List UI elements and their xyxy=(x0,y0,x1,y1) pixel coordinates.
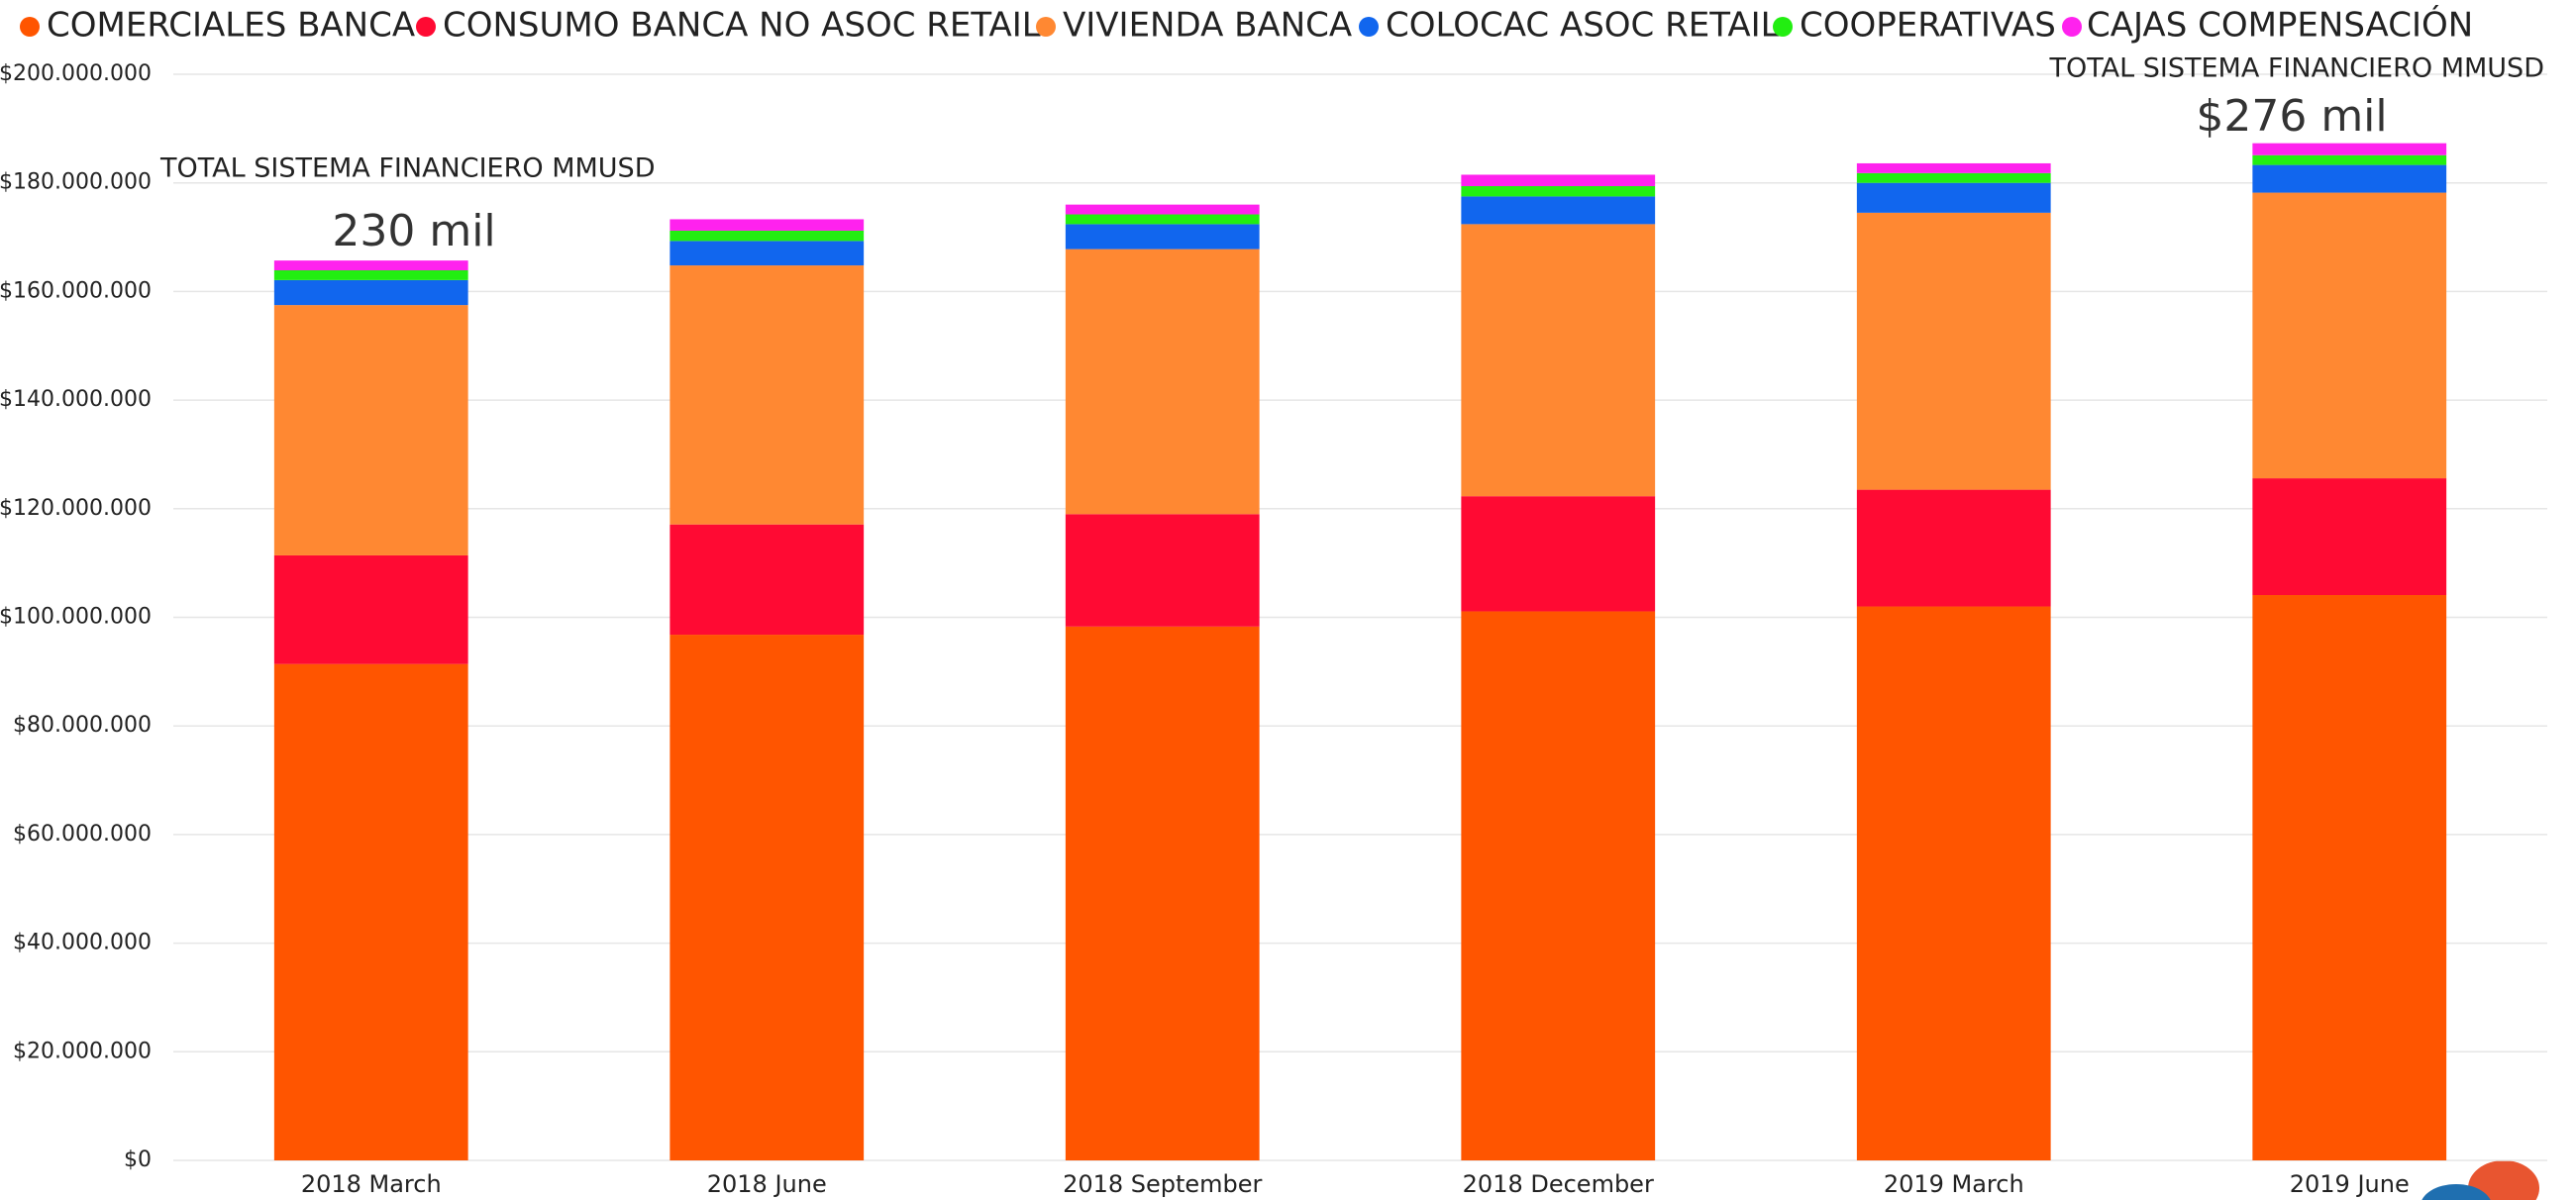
legend-label: COMERCIALES BANCA xyxy=(47,6,415,46)
bar-segment xyxy=(1461,196,1656,225)
bar-segment xyxy=(2252,164,2447,193)
y-tick-label: $180.000.000 xyxy=(0,170,152,195)
bar-segment xyxy=(670,219,865,231)
y-tick-label: $20.000.000 xyxy=(13,1039,152,1063)
bar-segment xyxy=(1856,172,2051,183)
annotation-title: TOTAL SISTEMA FINANCIERO MMUSD xyxy=(159,153,656,184)
bar-segment xyxy=(273,270,468,280)
bar-segment xyxy=(1856,212,2051,490)
x-tick-label: 2018 September xyxy=(1063,1170,1262,1198)
bar-segment xyxy=(1065,514,1260,627)
legend-marker xyxy=(1359,17,1379,37)
x-tick-label: 2019 March xyxy=(1884,1170,2024,1198)
legend-label: CONSUMO BANCA NO ASOC RETAIL xyxy=(443,6,1041,46)
bar-segment xyxy=(2252,478,2447,596)
bar-segment xyxy=(2252,595,2447,1160)
bar-segment xyxy=(670,265,865,525)
bar-segment xyxy=(1065,249,1260,515)
annotation-value: $276 mil xyxy=(2196,91,2387,142)
bar-segment xyxy=(1461,496,1656,612)
x-tick-label: 2018 March xyxy=(301,1170,442,1198)
y-tick-label: $60.000.000 xyxy=(13,822,152,847)
legend-label: VIVIENDA BANCA xyxy=(1063,6,1352,46)
bar-segment xyxy=(1856,162,2051,173)
y-tick-label: $40.000.000 xyxy=(13,931,152,955)
x-tick-label: 2019 June xyxy=(2290,1170,2410,1198)
bar-segment xyxy=(1461,224,1656,497)
bar-segment xyxy=(670,635,865,1160)
bar-segment xyxy=(273,663,468,1160)
y-tick-label: $80.000.000 xyxy=(13,713,152,738)
x-tick-label: 2018 June xyxy=(707,1170,827,1198)
bar-segment xyxy=(2252,192,2447,479)
annotation-title: TOTAL SISTEMA FINANCIERO MMUSD xyxy=(2049,53,2545,84)
x-tick-label: 2018 December xyxy=(1463,1170,1654,1198)
bar-segment xyxy=(273,279,468,306)
bar-segment xyxy=(1065,626,1260,1160)
legend-marker xyxy=(1773,17,1793,37)
bar-segment xyxy=(2252,143,2447,155)
y-tick-label: $200.000.000 xyxy=(0,61,152,86)
logo-shape xyxy=(2468,1160,2539,1200)
bar-segment xyxy=(1065,204,1260,215)
bar-segment xyxy=(273,554,468,664)
y-tick-label: $100.000.000 xyxy=(0,605,152,630)
bar-segment xyxy=(670,241,865,266)
bar-segment xyxy=(1065,224,1260,250)
bar-segment xyxy=(1461,185,1656,197)
bar-segment xyxy=(670,524,865,636)
legend-marker xyxy=(2062,17,2082,37)
legend-label: COOPERATIVAS xyxy=(1800,6,2056,46)
bar-segment xyxy=(2252,154,2447,165)
y-tick-label: $140.000.000 xyxy=(0,387,152,412)
bar-segment xyxy=(273,305,468,555)
bar-segment xyxy=(273,260,468,271)
legend-label: COLOCAC ASOC RETAIL xyxy=(1386,6,1780,46)
legend-marker xyxy=(20,17,40,37)
legend-label: CAJAS COMPENSACIÓN xyxy=(2087,5,2473,46)
legend-marker xyxy=(416,17,436,37)
bar-segment xyxy=(1065,214,1260,225)
bar-segment xyxy=(670,230,865,242)
y-tick-label: $0 xyxy=(124,1148,152,1172)
bar-segment xyxy=(1856,489,2051,607)
legend-marker xyxy=(1036,17,1056,37)
y-tick-label: $160.000.000 xyxy=(0,278,152,303)
y-tick-label: $120.000.000 xyxy=(0,496,152,521)
bar-segment xyxy=(1461,174,1656,186)
bar-segment xyxy=(1856,606,2051,1160)
bar-segment xyxy=(1461,611,1656,1160)
annotation-value: 230 mil xyxy=(332,206,495,256)
bar-segment xyxy=(1856,182,2051,213)
logo-shape xyxy=(2421,1184,2491,1200)
